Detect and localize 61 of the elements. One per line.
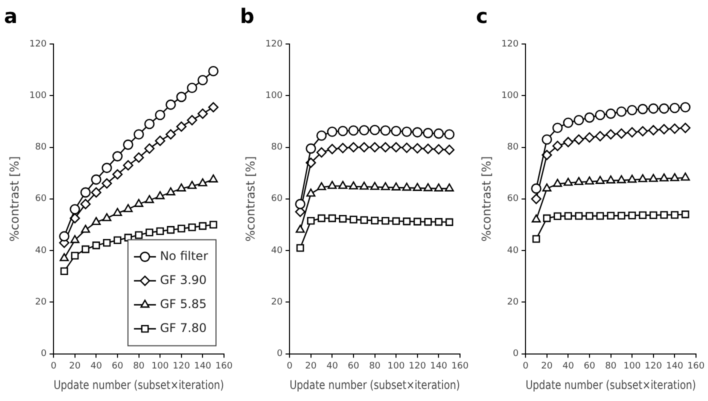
y-tick-label: 60 [35,194,47,204]
x-tick-label: 0 [286,362,293,372]
y-tick-label: 80 [271,142,283,153]
y-tick-label: 0 [276,349,283,360]
x-tick-label: 20 [305,362,317,372]
x-tick-label: 80 [605,362,617,372]
y-axis-title: %contrast [%] [7,156,22,242]
x-tick-label: 80 [369,362,381,372]
legend-label: No filter [160,248,208,263]
x-tick-label: 60 [348,362,360,372]
y-tick-label: 120 [265,39,283,50]
x-tick-label: 120 [408,362,426,372]
y-tick-label: 80 [35,142,47,153]
x-axis-title: Update number (subset×iteration) [54,378,224,392]
x-tick-label: 160 [451,362,469,372]
x-tick-label: 60 [112,362,124,372]
x-tick-label: 160 [687,362,705,372]
legend-label: GF 7.80 [160,320,207,335]
chart-title: a [4,4,18,28]
chart-title: b [240,4,254,28]
x-tick-label: 20 [69,362,81,372]
x-tick-label: 140 [666,362,684,372]
y-tick-label: 60 [271,194,283,204]
y-tick-label: 20 [507,298,519,308]
x-tick-label: 0 [50,362,57,372]
y-tick-label: 20 [35,298,47,308]
x-tick-label: 40 [562,362,574,372]
x-tick-label: 120 [644,362,662,372]
y-tick-label: 100 [29,90,47,101]
y-tick-label: 60 [507,194,519,204]
x-tick-label: 100 [152,362,169,372]
x-tick-label: 40 [90,362,102,372]
x-axis-title: Update number (subset×iteration) [526,378,696,392]
y-tick-label: 120 [501,39,519,50]
x-tick-label: 120 [172,362,190,372]
y-tick-label: 120 [29,39,47,50]
y-tick-label: 100 [265,90,283,101]
y-tick-label: 40 [507,246,519,256]
y-tick-label: 40 [271,246,283,256]
y-tick-label: 80 [507,142,519,153]
x-tick-label: 100 [388,362,405,372]
x-tick-label: 140 [194,362,212,372]
y-tick-label: 0 [512,349,519,360]
y-axis-title: %contrast [%] [479,156,494,242]
chart-title: c [476,4,488,28]
x-tick-label: 100 [624,362,641,372]
x-tick-label: 140 [430,362,448,372]
x-tick-label: 0 [522,362,529,372]
x-tick-label: 160 [215,362,233,372]
y-axis-title: %contrast [%] [243,156,258,242]
legend-label: GF 3.90 [160,272,207,287]
y-tick-label: 100 [501,90,519,101]
y-tick-label: 20 [271,298,283,308]
y-tick-label: 0 [40,349,47,360]
x-tick-label: 20 [541,362,553,372]
x-tick-label: 80 [133,362,145,372]
x-tick-label: 40 [326,362,338,372]
y-tick-label: 40 [35,246,47,256]
x-axis-title: Update number (subset×iteration) [290,378,460,392]
x-tick-label: 60 [584,362,596,372]
legend-label: GF 5.85 [160,296,207,311]
